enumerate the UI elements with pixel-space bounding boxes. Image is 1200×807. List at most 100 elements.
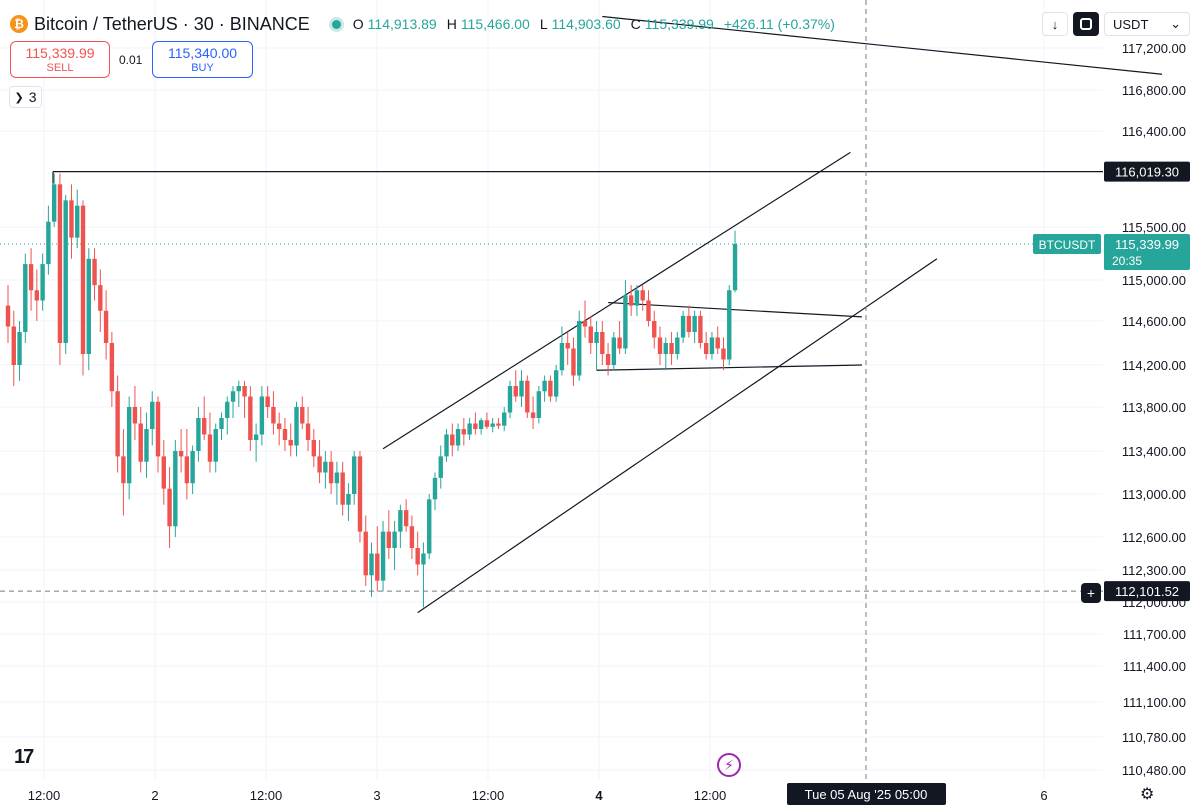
add-alert-plus-icon[interactable]: +: [1081, 583, 1101, 603]
candle-body: [715, 337, 720, 349]
candle: [698, 310, 703, 349]
candle: [525, 375, 530, 418]
candle-body: [565, 343, 570, 349]
candle-body: [317, 456, 322, 473]
candle: [721, 337, 726, 371]
candle-body: [542, 380, 547, 392]
candle: [559, 326, 565, 376]
tradingview-logo-icon[interactable]: 17: [14, 746, 34, 768]
candle: [115, 375, 120, 473]
lightning-icon[interactable]: ⚡: [717, 753, 741, 777]
candle: [92, 248, 97, 301]
candle-body: [628, 295, 634, 306]
scroll-down-button[interactable]: ↓: [1042, 12, 1068, 36]
candle-body: [213, 429, 218, 462]
candle-body: [432, 477, 438, 500]
candle-body: [242, 386, 247, 397]
candle: [513, 370, 518, 402]
candle-body: [611, 337, 617, 365]
candle-body: [173, 451, 178, 527]
gear-icon[interactable]: ⚙: [1140, 786, 1155, 803]
candle: [173, 440, 178, 537]
triangle-upper[interactable]: [608, 301, 862, 318]
candle-body: [375, 553, 380, 581]
candle-body: [103, 310, 109, 343]
candle: [259, 386, 265, 446]
candle-body: [698, 315, 703, 343]
time-axis[interactable]: 12:00 2 12:00 3 12:00 4 12:00 6: [28, 788, 1048, 803]
candle: [75, 189, 80, 249]
candle-body: [640, 290, 645, 301]
candle: [11, 310, 16, 386]
candle: [680, 310, 686, 343]
time-tick-label: 2: [151, 788, 158, 803]
candle: [380, 520, 386, 592]
sell-button[interactable]: 115,339.99 SELL: [10, 41, 110, 78]
price-axis[interactable]: 117,200.00 116,800.00 116,400.00 115,500.00…: [1122, 41, 1186, 778]
candle-body: [225, 401, 230, 418]
candle-body: [265, 396, 270, 407]
candle: [201, 396, 207, 440]
price-tick-label: 114,200.00: [1122, 358, 1186, 373]
buy-button[interactable]: 115,340.00 BUY: [152, 41, 253, 78]
candle-body: [196, 418, 201, 451]
candle: [271, 391, 276, 435]
candle-body: [727, 290, 732, 360]
candle-body: [328, 461, 334, 484]
sell-price: 115,339.99: [25, 44, 95, 61]
candle-body: [594, 332, 599, 343]
candle: [17, 321, 22, 381]
fullscreen-button[interactable]: [1073, 12, 1099, 36]
candle-body: [669, 343, 674, 354]
candle-body: [334, 472, 340, 484]
ohlc-values: O 114,913.89 H 115,466.00 L 114,903.60 C 115…: [353, 16, 841, 32]
candle: [611, 332, 617, 371]
candle-body: [646, 300, 651, 321]
symbol-title[interactable]: Bitcoin / TetherUS · 30 · BINANCE: [34, 13, 310, 34]
symbol-header[interactable]: ₿ Bitcoin / TetherUS · 30 · BINANCE O 114…: [10, 12, 841, 36]
bitcoin-icon: ₿: [10, 15, 28, 33]
candle: [144, 412, 149, 478]
top-descending[interactable]: [602, 15, 1163, 75]
triangle-lower[interactable]: [596, 364, 862, 371]
candle: [103, 290, 109, 360]
candle: [577, 310, 582, 381]
candle: [288, 423, 293, 457]
candle: [161, 440, 166, 505]
candle-body: [28, 264, 34, 291]
candle: [484, 412, 490, 429]
horizontal-line-layer: [0, 171, 1103, 245]
high-label: H: [446, 16, 457, 32]
candle-body: [398, 510, 403, 532]
candle-body: [519, 380, 524, 397]
candle-body: [150, 401, 155, 429]
candle-body: [582, 321, 588, 327]
candle: [548, 375, 553, 402]
candle: [686, 305, 692, 338]
current-price-label: 115,339.99: [1115, 237, 1179, 252]
candle: [692, 310, 697, 343]
candle-body: [230, 391, 236, 402]
current-price-badge: [1104, 233, 1190, 270]
candle-body: [415, 548, 420, 565]
currency-select[interactable]: USDT ⌄: [1104, 12, 1190, 36]
candle-body: [623, 295, 628, 349]
channel-upper[interactable]: [382, 151, 851, 450]
trendlines-layer[interactable]: [382, 15, 1163, 614]
candle-body: [530, 412, 536, 418]
candle: [663, 337, 668, 371]
candle-body: [352, 456, 357, 494]
candle: [311, 429, 317, 468]
candle: [536, 386, 542, 424]
indicators-toggle-button[interactable]: ❯ 3: [9, 86, 42, 108]
candle: [386, 510, 392, 559]
candle-body: [178, 451, 184, 457]
market-status-dot[interactable]: [331, 19, 341, 29]
price-tick-label: 113,800.00: [1122, 400, 1186, 415]
candle: [178, 429, 184, 473]
candle: [132, 386, 138, 440]
channel-lower[interactable]: [417, 258, 938, 614]
candle-body: [652, 321, 657, 338]
candle: [502, 407, 507, 432]
